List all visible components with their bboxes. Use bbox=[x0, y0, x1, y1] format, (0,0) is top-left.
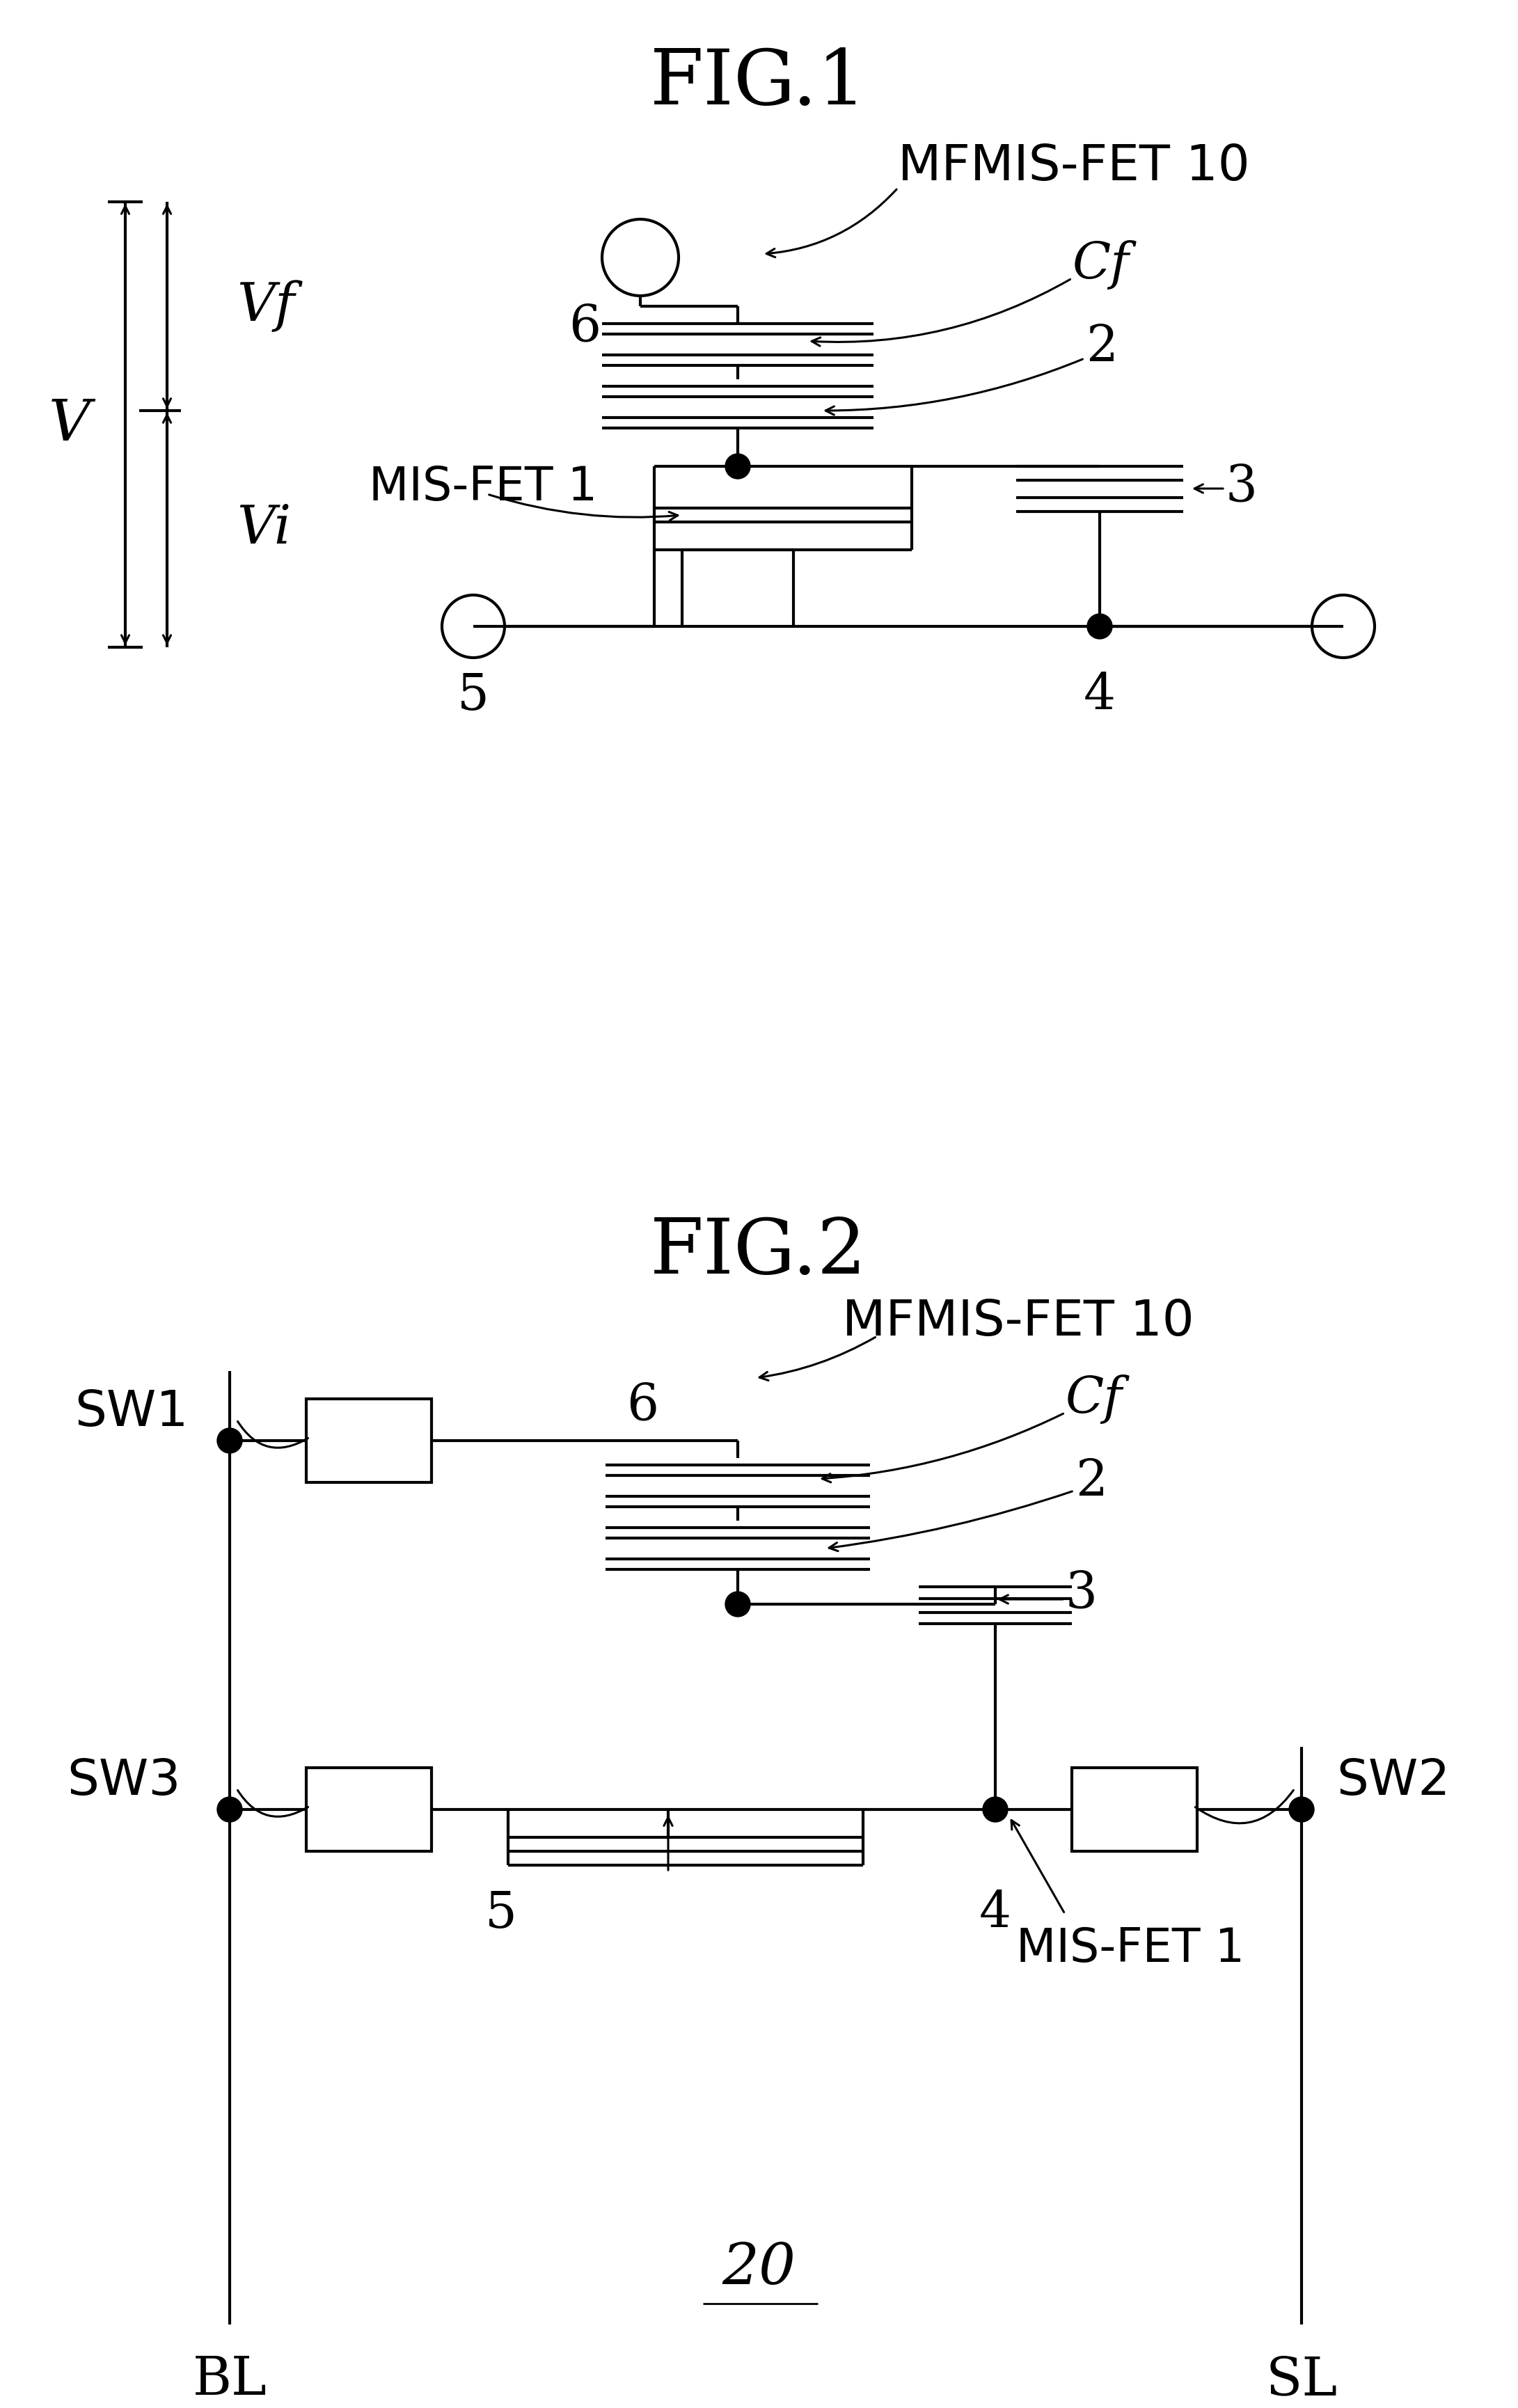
Text: 6: 6 bbox=[569, 303, 601, 352]
Text: MIS-FET 1: MIS-FET 1 bbox=[369, 465, 597, 510]
Text: Cf: Cf bbox=[1066, 1375, 1122, 1423]
Text: 20: 20 bbox=[721, 2242, 795, 2297]
Circle shape bbox=[982, 1796, 1008, 1823]
Text: MFMIS-FET 10: MFMIS-FET 10 bbox=[897, 142, 1249, 190]
Circle shape bbox=[217, 1796, 243, 1823]
Text: 4: 4 bbox=[979, 1890, 1011, 1938]
Text: MFMIS-FET 10: MFMIS-FET 10 bbox=[842, 1298, 1195, 1346]
Circle shape bbox=[1087, 614, 1113, 638]
Circle shape bbox=[1289, 1796, 1315, 1823]
Text: FIG.2: FIG.2 bbox=[650, 1216, 867, 1291]
Text: SW2: SW2 bbox=[1336, 1758, 1450, 1806]
Text: 5: 5 bbox=[457, 672, 489, 720]
Circle shape bbox=[217, 1428, 243, 1452]
Text: Cf: Cf bbox=[1072, 241, 1129, 289]
Text: 3: 3 bbox=[1066, 1570, 1098, 1618]
Text: 5: 5 bbox=[486, 1890, 518, 1938]
Text: Vi: Vi bbox=[237, 503, 291, 554]
Text: 3: 3 bbox=[1225, 462, 1257, 513]
Text: 2: 2 bbox=[1075, 1457, 1107, 1507]
Text: Vf: Vf bbox=[237, 279, 294, 332]
Text: SL: SL bbox=[1266, 2355, 1337, 2406]
Text: MIS-FET 1: MIS-FET 1 bbox=[1016, 1926, 1245, 1972]
Text: V: V bbox=[49, 397, 91, 453]
Text: SW1: SW1 bbox=[74, 1389, 188, 1438]
Circle shape bbox=[726, 453, 750, 479]
Bar bbox=[307, 1767, 431, 1852]
Text: SW3: SW3 bbox=[67, 1758, 181, 1806]
Text: BL: BL bbox=[193, 2355, 267, 2406]
Text: 6: 6 bbox=[627, 1382, 659, 1430]
Text: 2: 2 bbox=[1085, 323, 1117, 373]
Text: FIG.1: FIG.1 bbox=[650, 46, 867, 120]
Text: 4: 4 bbox=[1084, 672, 1116, 720]
Circle shape bbox=[726, 1592, 750, 1616]
Bar bbox=[1072, 1767, 1198, 1852]
Bar bbox=[307, 1399, 431, 1483]
